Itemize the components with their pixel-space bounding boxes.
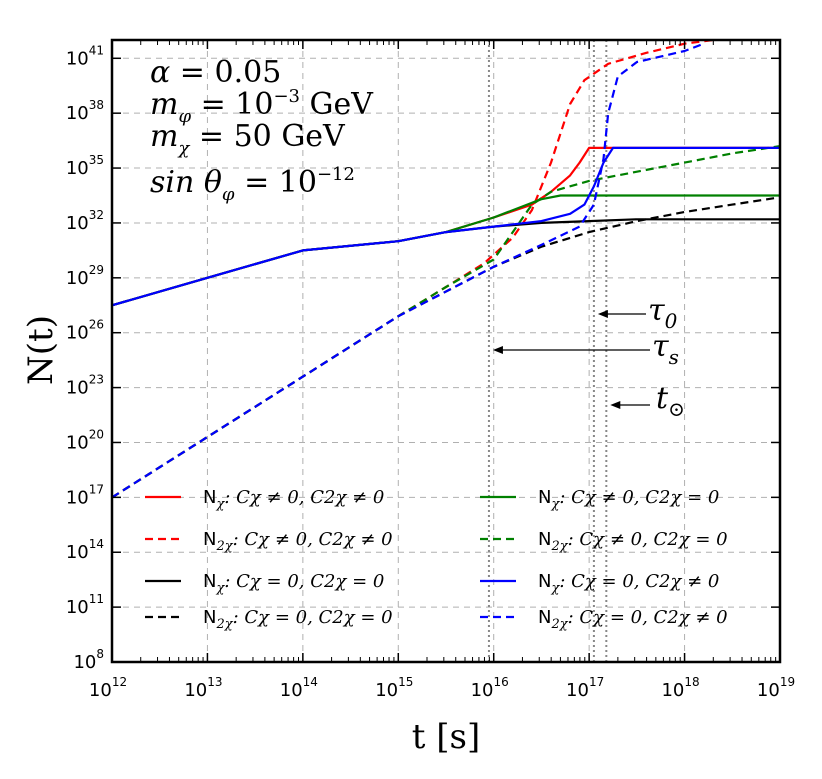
- reference-vlines: [487, 40, 608, 662]
- y-tick-label: 1023: [66, 373, 104, 399]
- legend: Nχ: Cχ ≠ 0, C2χ ≠ 0 N2χ: Cχ ≠ 0, C2χ ≠ 0 N…: [145, 487, 728, 632]
- annotation-0: τ0: [648, 293, 678, 333]
- legend-entry: Nχ: Cχ ≠ 0, C2χ ≠ 0: [203, 487, 384, 512]
- y-tick-label: 1014: [66, 537, 104, 563]
- legend-entry: N2χ: Cχ ≠ 0, C2χ = 0: [538, 529, 728, 554]
- y-tick-label: 1011: [66, 592, 104, 618]
- y-tick-label: 1026: [66, 318, 104, 344]
- y-tick-label: 1038: [66, 98, 104, 124]
- x-tick-label: 1017: [566, 675, 604, 701]
- x-axis-label: t [s]: [412, 717, 480, 757]
- x-tick-label: 1013: [184, 675, 222, 701]
- x-tick-label: 1012: [89, 675, 127, 701]
- annotation-arrowhead: [610, 401, 621, 409]
- annotation-arrowhead: [492, 346, 503, 354]
- y-tick-label: 1032: [66, 208, 104, 234]
- legend-entry: N2χ: Cχ = 0, C2χ = 0: [203, 607, 393, 632]
- y-tick-label: 108: [73, 647, 104, 673]
- y-tick-labels: 108 1011 1014 1017 1020 1023 1026 1029 1032 1035 1…: [66, 43, 104, 673]
- legend-entry: Nχ: Cχ ≠ 0, C2χ = 0: [538, 487, 719, 512]
- parameter-line: sin θφ = 10−12: [150, 164, 355, 205]
- legend-entry: N2χ: Cχ = 0, C2χ ≠ 0: [538, 607, 728, 632]
- annotation-⊙: t⊙: [656, 381, 685, 421]
- x-tick-label: 1015: [375, 675, 413, 701]
- parameter-line: α = 0.05: [150, 55, 281, 90]
- parameter-line: mχ = 50 GeV: [150, 119, 346, 159]
- y-tick-label: 1029: [66, 263, 104, 289]
- x-tick-label: 1016: [471, 675, 509, 701]
- y-tick-label: 1020: [66, 427, 104, 453]
- parameter-line: mφ = 10−3 GeV: [150, 86, 374, 127]
- annotation-s: τs: [652, 329, 679, 369]
- y-tick-label: 1017: [66, 482, 104, 508]
- y-tick-label: 1041: [66, 43, 104, 69]
- series-line-5: [112, 145, 780, 499]
- x-tick-label: 1019: [757, 675, 795, 701]
- y-tick-label: 1035: [66, 153, 104, 179]
- series-line-3: [112, 196, 780, 499]
- x-tick-label: 1018: [661, 675, 699, 701]
- x-tick-labels: 1012 1013 1014 1015 1016 1017 1018 1019: [89, 675, 795, 701]
- legend-entry: Nχ: Cχ = 0, C2χ = 0: [203, 571, 384, 596]
- legend-entry: Nχ: Cχ = 0, C2χ ≠ 0: [538, 571, 719, 596]
- legend-entry: N2χ: Cχ ≠ 0, C2χ ≠ 0: [203, 529, 393, 554]
- plot-frame: [110, 38, 782, 664]
- y-axis-label: N(t): [21, 315, 61, 385]
- series-line-6: [112, 146, 780, 307]
- x-tick-label: 1014: [280, 675, 318, 701]
- grid: [112, 40, 780, 662]
- annotation-arrowhead: [597, 310, 608, 318]
- series-group: [112, 40, 780, 499]
- series-line-7: [112, 42, 705, 499]
- axis-ticks: [111, 40, 781, 663]
